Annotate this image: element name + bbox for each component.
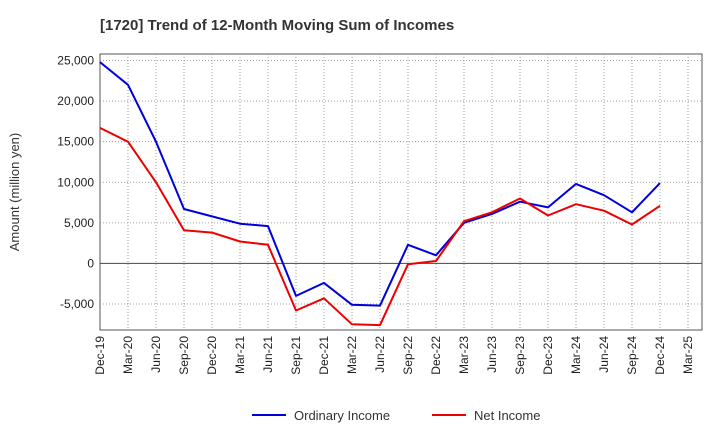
legend-label-ordinary-income: Ordinary Income (294, 408, 390, 423)
x-tick-label: Mar-21 (233, 336, 247, 374)
y-tick-label: -5,000 (60, 297, 94, 311)
x-tick-label: Mar-22 (345, 336, 359, 374)
x-tick-label: Sep-23 (513, 336, 527, 375)
x-tick-label: Dec-20 (205, 336, 219, 375)
y-tick-label: 10,000 (57, 175, 94, 189)
y-tick-label: 5,000 (64, 216, 94, 230)
series-lines (99, 61, 661, 327)
x-axis-ticks: Dec-19 Mar-20 Jun-20 Sep-20 Dec-20 Mar-21 Jun-… (93, 336, 695, 375)
legend-label-net-income: Net Income (474, 408, 540, 423)
x-tick-label: Sep-20 (177, 336, 191, 375)
y-axis-ticks: -5,000 0 5,000 10,000 15,000 20,000 25,000 (57, 53, 94, 311)
x-tick-label: Jun-20 (149, 336, 163, 373)
x-tick-label: Sep-22 (401, 336, 415, 375)
x-tick-label: Mar-25 (681, 336, 695, 374)
x-tick-label: Mar-24 (569, 336, 583, 374)
x-tick-label: Mar-23 (457, 336, 471, 374)
y-tick-label: 15,000 (57, 135, 94, 149)
x-tick-label: Jun-21 (261, 336, 275, 373)
x-tick-label: Jun-24 (597, 336, 611, 373)
series-line-net-income (99, 127, 661, 327)
series-line-ordinary-income (99, 61, 661, 307)
y-tick-label: 25,000 (57, 53, 94, 67)
chart-title: [1720] Trend of 12-Month Moving Sum of I… (100, 17, 454, 34)
x-tick-label: Dec-19 (93, 336, 107, 375)
grid-lines (100, 54, 702, 330)
x-tick-label: Dec-21 (317, 336, 331, 375)
x-tick-label: Jun-23 (485, 336, 499, 373)
y-tick-label: 0 (87, 256, 94, 270)
x-tick-label: Sep-24 (625, 336, 639, 375)
x-tick-label: Mar-20 (121, 336, 135, 374)
y-tick-label: 20,000 (57, 94, 94, 108)
x-tick-label: Dec-23 (541, 336, 555, 375)
x-tick-label: Sep-21 (289, 336, 303, 375)
plot-area (99, 53, 703, 331)
legend: Ordinary Income Net Income (252, 408, 540, 423)
x-tick-label: Dec-22 (429, 336, 443, 375)
y-axis-label: Amount (million yen) (7, 133, 22, 252)
x-tick-label: Dec-24 (653, 336, 667, 375)
x-tick-label: Jun-22 (373, 336, 387, 373)
